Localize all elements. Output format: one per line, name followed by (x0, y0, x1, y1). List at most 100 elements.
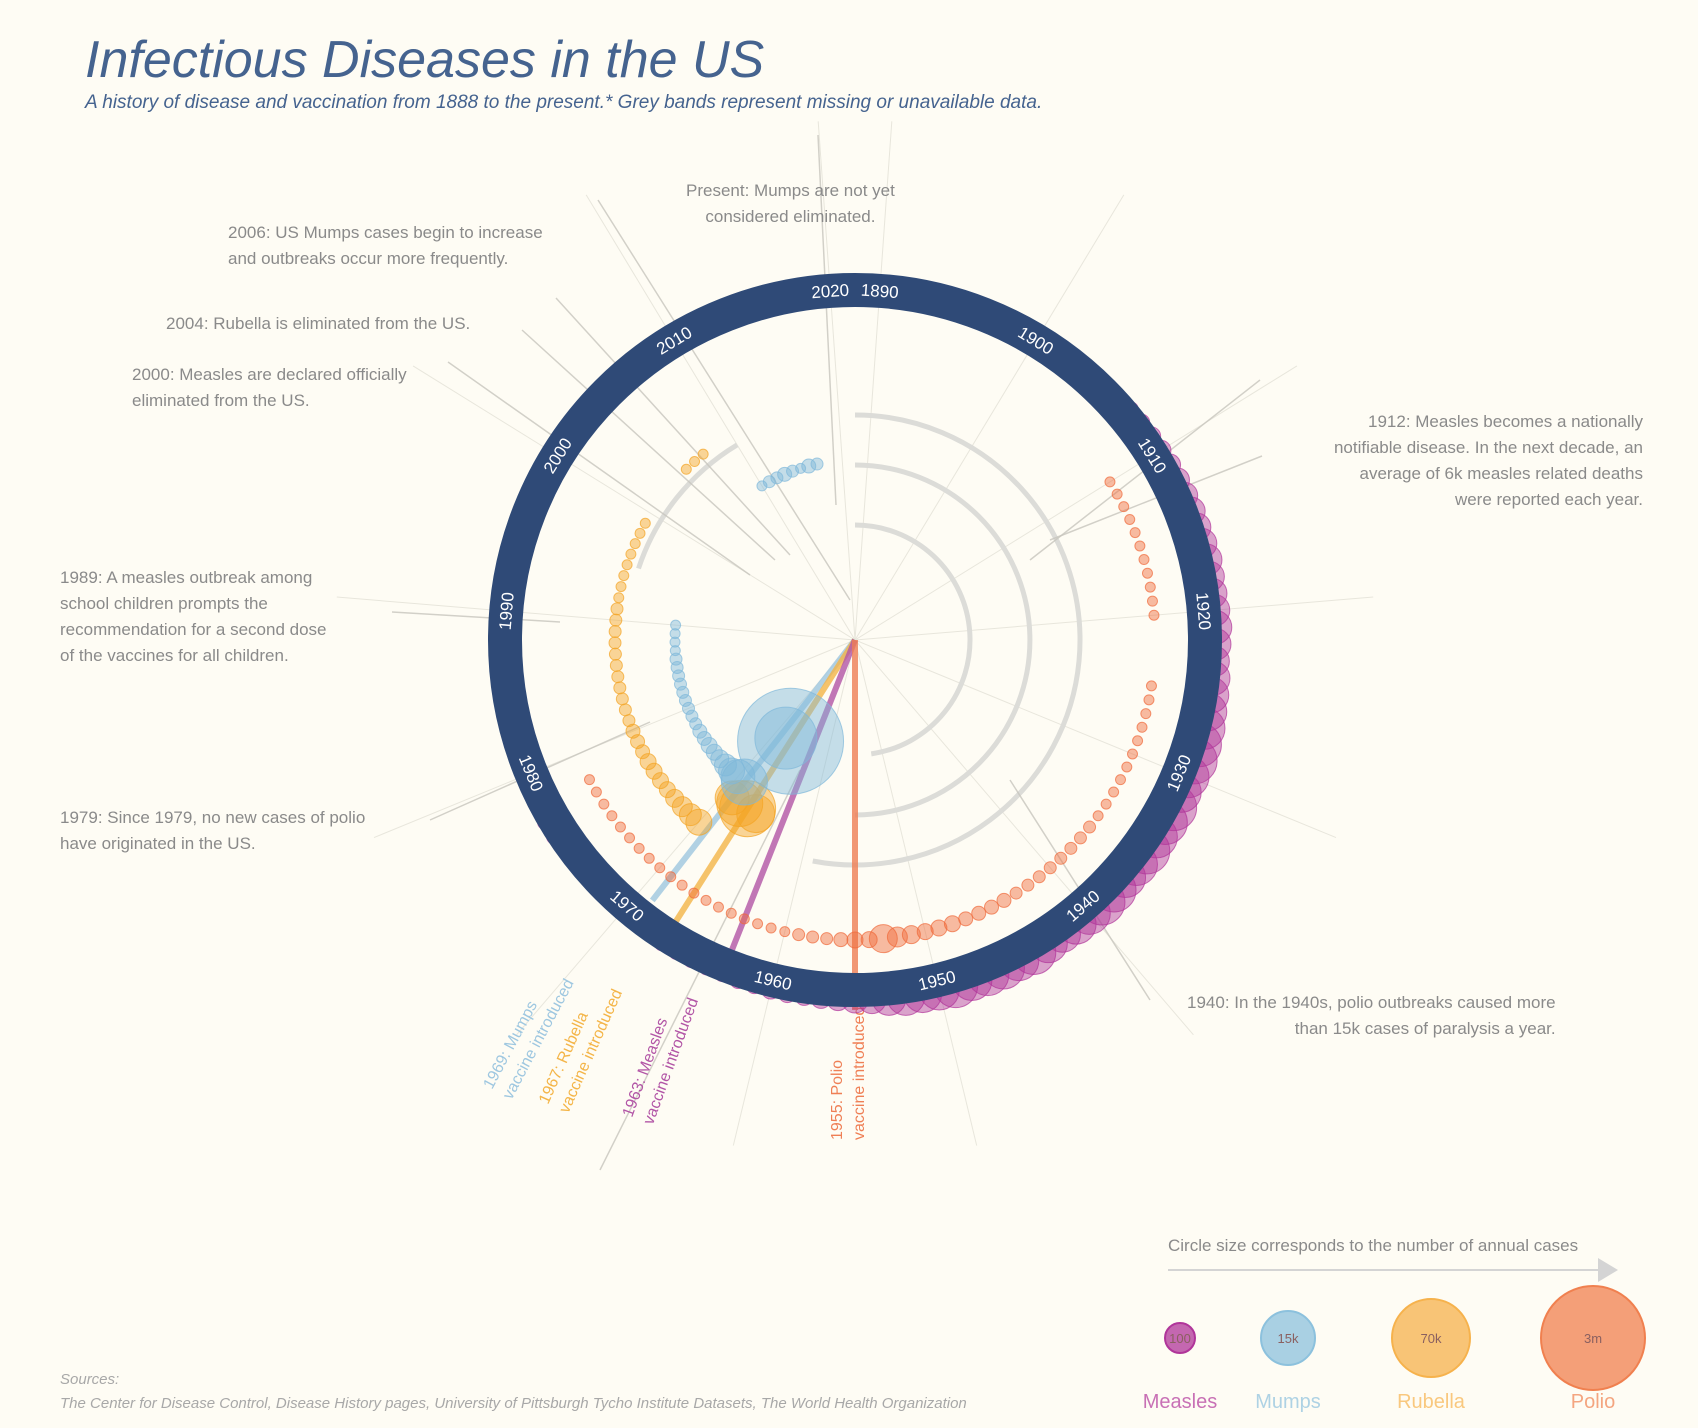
polio-bubble (846, 931, 864, 949)
polio-bubble (676, 879, 688, 891)
mumps-bubble (710, 749, 730, 769)
annotation-present: Present: Mumps are not yet considered eli… (686, 181, 895, 226)
polio-bubble (700, 894, 712, 906)
mumps-bubble (676, 685, 690, 699)
legend-graphics: 100 Measles 15k Mumps 70k Rubella 3m Polio (1143, 1258, 1646, 1413)
mumps-bubble (737, 687, 845, 795)
decade-spoke (854, 121, 893, 641)
rubella-bubble (625, 548, 637, 560)
polio-bubble (1064, 841, 1078, 855)
decade-spoke (854, 194, 1125, 641)
rubella-bubble (714, 780, 750, 816)
legend-name: Measles (1143, 1391, 1217, 1413)
polio-bubble (1100, 798, 1112, 810)
mumps-bubble (756, 480, 768, 492)
polio-bubble (868, 924, 898, 954)
legend-value: 70k (1421, 1331, 1442, 1346)
rubella-bubble (689, 456, 701, 468)
year-ring-label: 1890 (860, 281, 899, 303)
polio-bubble (916, 923, 934, 941)
rubella-bubble (609, 658, 623, 672)
polio-bubble (590, 786, 602, 798)
rubella-legend-circle (1391, 1298, 1471, 1378)
annotation-leader-lines (391, 134, 1263, 1171)
mumps-bubble (700, 736, 718, 754)
decade-spoke (516, 639, 856, 1036)
page-subtitle: A history of disease and vaccination fro… (85, 92, 1043, 113)
rubella-bubble (634, 527, 646, 539)
vaccine-label: 1955: Polio vaccine introduced (829, 1007, 868, 1140)
decade-spoke (373, 639, 856, 839)
decade-spoke (854, 639, 978, 1146)
year-ring-label: 1990 (496, 592, 518, 631)
vaccine-label: 1963: Measlesvaccine introduced (620, 988, 702, 1127)
rubella-bubble (736, 794, 776, 834)
annotation-2004: 2004: Rubella is eliminated from the US. (166, 314, 471, 333)
rubella-bubble (658, 781, 676, 799)
rubella-bubble (680, 463, 692, 475)
polio-bubble (1127, 748, 1139, 760)
mumps-bubble (777, 466, 793, 482)
polio-bubble (1115, 774, 1127, 786)
polio-bubble (806, 930, 820, 944)
rubella-bubble (665, 788, 685, 808)
polio-bubble (860, 931, 878, 949)
leader-line (1049, 455, 1263, 541)
polio-bubble (1132, 735, 1144, 747)
polio-bubble (833, 932, 849, 948)
polio-bubble (1118, 501, 1130, 513)
polio-bubble (1129, 527, 1141, 539)
polio-bubble (1054, 851, 1068, 865)
polio-bubble (1134, 540, 1146, 552)
polio-bubble (614, 821, 626, 833)
decade-spoke (732, 639, 856, 1146)
polio-bubble (606, 810, 618, 822)
polio-bubble (738, 913, 750, 925)
polio-bubble (1032, 870, 1046, 884)
mumps-bubble (674, 677, 688, 691)
polio-bubble (1138, 554, 1150, 566)
annotation-1912: 1912: Measles becomes a nationally notifi… (1333, 412, 1643, 509)
rubella-bubble (618, 703, 632, 717)
leader-line (521, 329, 776, 561)
polio-bubble (1143, 694, 1155, 706)
annotation-1940: 1940: In the 1940s, polio outbreaks caus… (1187, 993, 1556, 1038)
rubella-bubble (615, 692, 629, 706)
rubella-bubble (613, 592, 625, 604)
leader-line (817, 134, 837, 506)
polio-bubble (1146, 595, 1158, 607)
polio-bubble (1136, 721, 1148, 733)
mumps-bubble (689, 717, 703, 731)
mumps-bubble (669, 636, 681, 648)
polio-bubble (930, 919, 948, 937)
rubella-bubble (613, 681, 627, 695)
polio-bubble (1108, 786, 1120, 798)
mumps-bubble (770, 471, 784, 485)
sources: Sources: The Center for Disease Control,… (60, 1371, 967, 1412)
rubella-bubble (697, 448, 709, 460)
leader-line (555, 297, 791, 556)
mumps-bubble (810, 457, 824, 471)
polio-bubble (1144, 581, 1156, 593)
vaccine-label: 1967: Rubellavaccine introduced (536, 978, 626, 1116)
decade-spoke (854, 639, 1194, 1036)
decade-spokes (336, 121, 1374, 1146)
decade-spoke (412, 365, 856, 641)
mumps-bubble (692, 723, 708, 739)
grey-band-rubella (854, 462, 1033, 818)
measles-vaccine-line (717, 638, 858, 981)
rubella-bubble (625, 723, 641, 739)
polio-bubble (996, 892, 1012, 908)
polio-bubble (1083, 820, 1097, 834)
rubella-bubble (645, 762, 663, 780)
polio-bubble (688, 887, 700, 899)
polio-bubble (1148, 609, 1160, 621)
rubella-bubble (621, 559, 633, 571)
rubella-bubble (608, 647, 622, 661)
legend-value: 100 (1169, 1331, 1191, 1346)
leader-line (597, 199, 851, 601)
polio-bubble (792, 928, 806, 942)
mumps-bubble (669, 645, 681, 657)
mumps-bubble (669, 628, 681, 640)
